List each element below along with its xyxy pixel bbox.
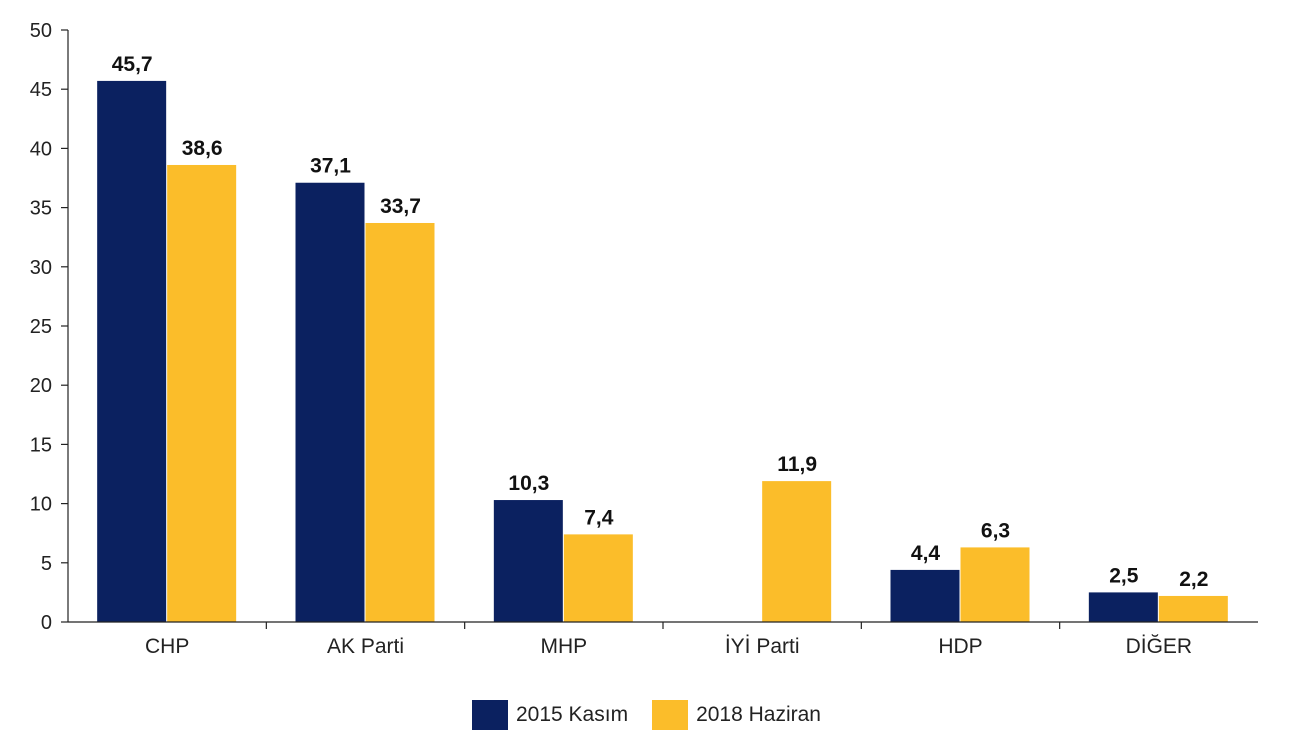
bar: [1088, 592, 1158, 622]
x-tick-label: HDP: [938, 635, 982, 658]
bar: [890, 569, 960, 622]
data-label: 45,7: [112, 53, 153, 76]
data-labels: 45,7 38,6 37,1 33,7 10,3 7,4 11,9 4,4 6,3 2,5 2,2: [112, 53, 1209, 591]
data-label: 2,5: [1109, 564, 1139, 587]
y-tick-label: 50: [30, 20, 52, 42]
bar: [295, 182, 365, 622]
y-tick-label: 5: [41, 553, 52, 575]
bar: [167, 164, 237, 622]
data-label: 7,4: [584, 506, 614, 529]
x-tick-label: AK Parti: [327, 635, 404, 658]
y-tick-label: 30: [30, 257, 52, 279]
y-tick-label: 10: [30, 494, 52, 516]
y-tick-label: 0: [41, 612, 52, 634]
bar-chart: 0 5 10 15 20 25 30 35 40 45 50 45,7 38,6 37,1 33,7 10,…: [30, 20, 1258, 658]
y-axis: 0 5 10 15 20 25 30 35 40 45 50: [30, 20, 69, 634]
x-tick-label: MHP: [540, 635, 587, 658]
data-label: 10,3: [508, 472, 549, 495]
y-tick-label: 20: [30, 375, 52, 397]
x-tick-label: İYİ Parti: [725, 635, 800, 658]
legend-item-series-1: 2015 Kasım: [472, 700, 628, 730]
legend-label-series-2: 2018 Haziran: [696, 703, 821, 726]
bar: [762, 481, 832, 622]
x-tick-label: DİĞER: [1126, 635, 1193, 658]
bar: [365, 222, 435, 622]
bar: [493, 500, 563, 622]
x-tick-label: CHP: [145, 635, 189, 658]
data-label: 4,4: [911, 542, 941, 565]
bars: [97, 80, 1228, 623]
y-tick-label: 25: [30, 316, 52, 338]
legend-swatch-series-1: [472, 700, 508, 730]
y-tick-label: 45: [30, 79, 52, 101]
bar: [563, 534, 633, 622]
legend-label-series-1: 2015 Kasım: [516, 703, 629, 726]
legend-swatch-series-2: [652, 700, 689, 730]
y-tick-label: 40: [30, 138, 52, 160]
x-axis: CHP AK Parti MHP İYİ Parti HDP DİĞER: [68, 621, 1258, 658]
data-label: 38,6: [182, 137, 223, 160]
y-tick-label: 15: [30, 434, 52, 456]
data-label: 2,2: [1179, 568, 1208, 591]
bar: [960, 547, 1030, 622]
y-tick-label: 35: [30, 198, 52, 220]
data-label: 11,9: [777, 453, 817, 476]
data-label: 37,1: [310, 155, 351, 178]
data-label: 33,7: [380, 195, 421, 218]
bar: [1158, 595, 1228, 622]
legend-item-series-2: 2018 Haziran: [652, 700, 821, 730]
legend: 2015 Kasım 2018 Haziran: [0, 700, 1293, 730]
data-label: 6,3: [981, 519, 1010, 542]
bar: [97, 80, 167, 623]
